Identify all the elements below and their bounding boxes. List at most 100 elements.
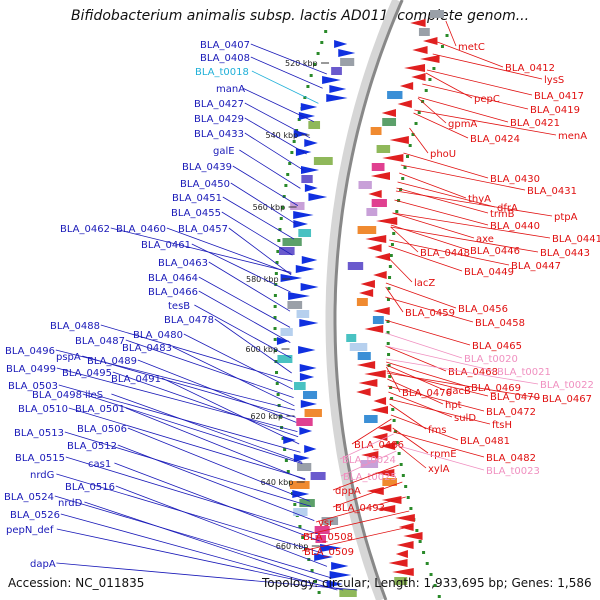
left-gene-block[interactable] bbox=[310, 472, 326, 480]
gene-label-right[interactable]: BLA_0493 bbox=[335, 503, 385, 514]
gene-label-right[interactable]: BLA_0417 bbox=[534, 91, 584, 102]
left-gene-arrow[interactable] bbox=[326, 94, 348, 102]
gene-label-right[interactable]: fms bbox=[428, 425, 446, 436]
gene-label-right[interactable]: BLA_0424 bbox=[470, 134, 520, 145]
gene-label-left[interactable]: BLA_0480 bbox=[133, 330, 183, 341]
gene-label-left[interactable]: BLA_0461 bbox=[141, 240, 191, 251]
right-gene-arrow[interactable] bbox=[359, 289, 374, 297]
gene-label-left[interactable]: galE bbox=[213, 146, 235, 157]
gene-label-left[interactable]: BLA_0478 bbox=[164, 315, 214, 326]
gene-label-right[interactable]: menA bbox=[558, 131, 587, 142]
gene-label-right[interactable]: metC bbox=[458, 42, 485, 53]
left-gene-arrow[interactable] bbox=[329, 571, 352, 579]
right-gene-arrow[interactable] bbox=[373, 271, 387, 279]
right-gene-arrow[interactable] bbox=[368, 190, 382, 198]
gene-label-left[interactable]: BLA_0503 bbox=[8, 381, 58, 392]
left-gene-arrow[interactable] bbox=[314, 553, 333, 561]
gene-label-right[interactable]: xylA bbox=[428, 464, 450, 475]
gene-label-right[interactable]: BLA_0446 bbox=[470, 246, 520, 257]
right-gene-block[interactable] bbox=[357, 352, 371, 360]
right-gene-block[interactable] bbox=[358, 181, 372, 189]
left-gene-arrow[interactable] bbox=[304, 445, 317, 453]
gene-label-right[interactable]: BLA_t0022 bbox=[540, 380, 594, 391]
gene-label-right[interactable]: BLA_0472 bbox=[486, 407, 536, 418]
right-gene-arrow[interactable] bbox=[389, 136, 409, 144]
right-gene-arrow[interactable] bbox=[380, 442, 396, 450]
right-gene-block[interactable] bbox=[376, 145, 391, 153]
gene-label-left[interactable]: dapA bbox=[30, 559, 56, 570]
right-gene-block[interactable] bbox=[371, 163, 385, 171]
left-gene-arrow[interactable] bbox=[301, 256, 318, 264]
right-gene-arrow[interactable] bbox=[410, 19, 426, 27]
left-gene-block[interactable] bbox=[294, 382, 306, 390]
gene-label-left[interactable]: BLA_0457 bbox=[178, 224, 228, 235]
left-gene-block[interactable] bbox=[339, 589, 357, 597]
right-gene-block[interactable] bbox=[370, 127, 382, 135]
gene-label-left[interactable]: cas1 bbox=[88, 459, 111, 470]
right-gene-arrow[interactable] bbox=[370, 406, 388, 414]
right-gene-arrow[interactable] bbox=[358, 379, 378, 387]
gene-label-left[interactable]: BLA_0460 bbox=[116, 224, 166, 235]
gene-label-left[interactable]: BLA_0495 bbox=[62, 368, 112, 379]
right-gene-arrow[interactable] bbox=[366, 487, 384, 495]
right-gene-arrow[interactable] bbox=[367, 244, 382, 252]
left-gene-block[interactable] bbox=[280, 328, 293, 336]
left-gene-arrow[interactable] bbox=[288, 292, 311, 300]
left-gene-arrow[interactable] bbox=[298, 112, 316, 120]
left-gene-block[interactable] bbox=[296, 310, 310, 318]
left-gene-block[interactable] bbox=[315, 535, 326, 543]
left-gene-arrow[interactable] bbox=[276, 337, 290, 345]
left-gene-block[interactable] bbox=[277, 355, 293, 363]
right-gene-arrow[interactable] bbox=[361, 451, 379, 459]
gene-label-right[interactable]: BLA_t0023 bbox=[486, 466, 540, 477]
right-gene-arrow[interactable] bbox=[397, 100, 412, 108]
left-gene-block[interactable] bbox=[308, 121, 321, 129]
left-gene-block[interactable] bbox=[299, 499, 315, 507]
gene-label-left[interactable]: BLA_0512 bbox=[67, 441, 117, 452]
right-gene-arrow[interactable] bbox=[399, 82, 414, 90]
gene-label-right[interactable]: BLA_0465 bbox=[472, 341, 522, 352]
left-gene-block[interactable] bbox=[298, 229, 312, 237]
gene-label-left[interactable]: tesB bbox=[168, 301, 190, 312]
right-gene-arrow[interactable] bbox=[404, 64, 426, 72]
left-gene-block[interactable] bbox=[313, 157, 333, 165]
gene-label-right[interactable]: BLA_t0021 bbox=[497, 367, 551, 378]
left-gene-block[interactable] bbox=[290, 202, 305, 210]
right-gene-arrow[interactable] bbox=[375, 505, 396, 513]
gene-label-right[interactable]: BLA_0468 bbox=[448, 367, 498, 378]
gene-label-left[interactable]: BLA_0455 bbox=[171, 208, 221, 219]
left-gene-arrow[interactable] bbox=[334, 40, 348, 48]
gene-label-right[interactable]: ptpA bbox=[554, 212, 578, 223]
left-gene-arrow[interactable] bbox=[292, 490, 310, 498]
gene-label-right[interactable]: BLA_0458 bbox=[475, 318, 525, 329]
gene-label-left[interactable]: pepN_def bbox=[6, 525, 54, 536]
gene-label-left[interactable]: BLA_0450 bbox=[180, 179, 230, 190]
right-gene-arrow[interactable] bbox=[381, 109, 396, 117]
left-gene-arrow[interactable] bbox=[326, 580, 343, 588]
right-gene-arrow[interactable] bbox=[412, 46, 428, 54]
gene-label-left[interactable]: BLA_0501 bbox=[75, 404, 125, 415]
right-gene-arrow[interactable] bbox=[364, 325, 384, 333]
gene-label-right[interactable]: gpmA bbox=[448, 119, 477, 130]
left-gene-block[interactable] bbox=[301, 175, 313, 183]
right-gene-arrow[interactable] bbox=[392, 568, 414, 576]
left-gene-arrow[interactable] bbox=[331, 562, 349, 570]
left-gene-arrow[interactable] bbox=[300, 400, 317, 408]
gene-label-right[interactable]: BLA_0448 bbox=[420, 248, 470, 259]
right-gene-block[interactable] bbox=[430, 10, 444, 18]
gene-label-right[interactable]: thyA bbox=[468, 194, 491, 205]
gene-label-right[interactable]: sulD bbox=[454, 413, 476, 424]
gene-label-right[interactable]: BLA_0481 bbox=[460, 436, 510, 447]
gene-label-left[interactable]: BLA_0489 bbox=[87, 356, 137, 367]
right-gene-block[interactable] bbox=[372, 316, 384, 324]
gene-label-left[interactable]: BLA_0499 bbox=[6, 364, 56, 375]
right-gene-block[interactable] bbox=[357, 226, 377, 234]
gene-label-right[interactable]: dacB bbox=[446, 386, 471, 397]
right-gene-block[interactable] bbox=[356, 298, 368, 306]
right-gene-arrow[interactable] bbox=[373, 307, 390, 315]
left-gene-block[interactable] bbox=[297, 463, 312, 471]
gene-label-left[interactable]: BLA_0466 bbox=[148, 287, 198, 298]
gene-label-right[interactable]: BLA_0486 bbox=[354, 440, 404, 451]
right-gene-arrow[interactable] bbox=[370, 172, 390, 180]
